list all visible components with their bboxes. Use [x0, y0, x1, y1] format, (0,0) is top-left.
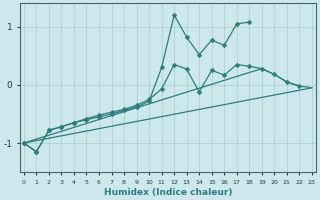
- X-axis label: Humidex (Indice chaleur): Humidex (Indice chaleur): [104, 188, 232, 197]
